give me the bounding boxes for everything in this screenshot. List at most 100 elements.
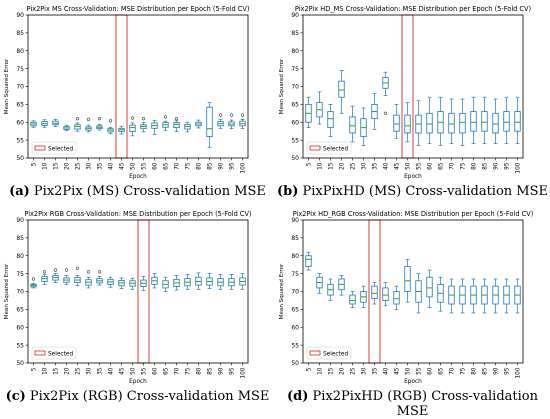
box [514, 111, 521, 132]
x-tick-label: 35 [372, 367, 378, 375]
x-tick-label: 5 [306, 162, 312, 166]
y-axis-label: Mean Squared Error [279, 263, 285, 319]
x-tick-label: 45 [394, 367, 400, 375]
x-tick-label: 15 [328, 162, 334, 170]
caption-b: (b) PixPixHD (MS) Cross-validation MSE [276, 184, 549, 199]
plot-frame [27, 14, 249, 159]
y-tick-label: 75 [291, 66, 299, 73]
outlier-point [141, 117, 146, 121]
x-tick-label: 95 [229, 162, 235, 170]
x-tick-label: 30 [361, 367, 367, 375]
y-tick-label: 60 [291, 324, 299, 331]
legend-label: Selected [323, 146, 348, 152]
outlier-point [218, 113, 223, 117]
x-tick-label: 60 [152, 162, 158, 170]
chart-panel-2: Pix2Pix RGB Cross-Validation: MSE Distri… [4, 210, 252, 385]
legend-box [306, 346, 352, 360]
x-tick-label: 90 [493, 162, 499, 170]
x-tick-label: 95 [504, 162, 510, 170]
x-tick-label: 75 [185, 162, 191, 170]
x-tick-label: 100 [515, 162, 521, 173]
box [426, 112, 433, 134]
x-tick-label: 55 [416, 367, 422, 375]
y-tick-label: 90 [291, 12, 299, 19]
y-tick-label: 90 [16, 217, 24, 224]
legend-swatch [309, 145, 321, 151]
x-axis-label: Epoch [129, 174, 147, 180]
box [470, 111, 477, 132]
chart-title: Pix2Pix HD_MS Cross-Validation: MSE Dist… [295, 5, 531, 13]
plot-frame [302, 219, 524, 364]
x-tick-label: 85 [207, 162, 213, 170]
x-tick-label: 5 [306, 367, 312, 371]
outlier-point [31, 277, 36, 281]
x-tick-label: 100 [240, 367, 246, 378]
y-tick-label: 85 [291, 235, 299, 242]
y-tick-label: 80 [291, 48, 299, 55]
x-tick-label: 20 [339, 367, 345, 375]
y-tick-label: 90 [16, 12, 24, 19]
box [338, 80, 345, 98]
x-tick-label: 95 [229, 367, 235, 375]
box [349, 116, 356, 134]
y-tick-label: 70 [291, 84, 299, 91]
legend-box [31, 346, 77, 360]
y-tick-label: 55 [291, 137, 299, 144]
y-tick-label: 85 [16, 30, 24, 37]
selected-epoch-highlight [115, 14, 128, 159]
x-tick-label: 5 [31, 162, 37, 166]
chart-panel-1: Pix2Pix HD_MS Cross-Validation: MSE Dist… [279, 5, 531, 180]
box [393, 114, 400, 132]
box [371, 285, 378, 300]
x-tick-label: 80 [196, 367, 202, 375]
x-tick-label: 75 [185, 367, 191, 375]
x-tick-label: 20 [64, 162, 70, 170]
x-tick-label: 25 [350, 162, 356, 170]
caption-d: (d) Pix2PixHD (RGB) Cross-validation MSE [287, 389, 538, 419]
chart-title: Pix2Pix MS Cross-Validation: MSE Distrib… [27, 5, 250, 13]
x-tick-label: 50 [405, 367, 411, 375]
y-tick-label: 55 [291, 342, 299, 349]
outlier-point [75, 266, 80, 270]
y-axis-label: Mean Squared Error [4, 58, 10, 114]
outlier-point [383, 111, 388, 115]
x-tick-label: 10 [317, 162, 323, 170]
legend-label: Selected [323, 351, 348, 357]
y-tick-label: 50 [291, 155, 299, 162]
x-tick-label: 75 [460, 367, 466, 375]
outlier-point [97, 117, 102, 121]
x-tick-label: 25 [75, 162, 81, 170]
x-tick-label: 25 [75, 367, 81, 375]
box [503, 111, 510, 132]
x-tick-label: 45 [119, 162, 125, 170]
y-tick-label: 75 [291, 271, 299, 278]
x-tick-label: 85 [207, 367, 213, 375]
x-tick-label: 70 [174, 367, 180, 375]
x-axis-label: Epoch [129, 379, 147, 385]
x-tick-label: 65 [163, 162, 169, 170]
y-tick-label: 70 [16, 289, 24, 296]
y-tick-label: 65 [291, 307, 299, 314]
y-tick-label: 55 [16, 137, 24, 144]
y-tick-label: 80 [16, 48, 24, 55]
box [173, 122, 180, 129]
x-tick-label: 20 [339, 162, 345, 170]
legend-box [306, 141, 352, 155]
legend-label: Selected [48, 146, 73, 152]
x-tick-label: 50 [130, 162, 136, 170]
y-tick-label: 80 [291, 253, 299, 260]
box [393, 291, 400, 305]
y-tick-label: 65 [16, 102, 24, 109]
y-tick-label: 50 [16, 360, 24, 367]
x-tick-label: 30 [361, 162, 367, 170]
x-tick-label: 15 [328, 367, 334, 375]
x-tick-label: 30 [86, 162, 92, 170]
box [492, 112, 499, 134]
x-tick-label: 30 [86, 367, 92, 375]
x-tick-label: 55 [141, 367, 147, 375]
x-axis-label: Epoch [404, 174, 422, 180]
box [448, 112, 455, 134]
legend-swatch [34, 350, 46, 356]
legend-swatch [34, 145, 46, 151]
x-tick-label: 50 [130, 367, 136, 375]
